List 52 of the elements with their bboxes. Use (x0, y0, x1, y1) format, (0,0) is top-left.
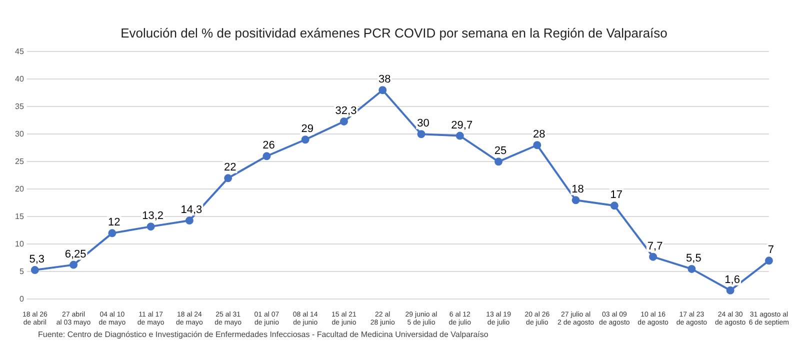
data-label: 17 (610, 189, 623, 202)
point (764, 256, 773, 265)
data-label: 29 (301, 123, 314, 136)
source-note: Fuente: Centro de Diagnóstico e Investigación de Enfermedades Infecciosas - Facultad de Medicina Universidad de Valparaíso (37, 330, 490, 339)
data-label: 38 (378, 74, 391, 86)
y-tick-label: 25 (14, 156, 24, 166)
point (224, 174, 232, 182)
data-label: 26 (262, 140, 275, 152)
point (610, 202, 618, 210)
point (688, 264, 696, 273)
point (378, 86, 387, 94)
data-label: 13,2 (142, 210, 164, 222)
point (340, 117, 348, 126)
point (456, 132, 464, 140)
y-tick-label: 15 (14, 212, 24, 221)
y-tick-label: 5 (19, 266, 24, 276)
data-label: 6,25 (64, 248, 86, 260)
point (417, 130, 426, 138)
y-tick-label: 20 (14, 184, 24, 194)
y-tick-label: 0 (19, 294, 24, 304)
y-tick-label: 45 (14, 46, 24, 56)
y-tick-label: 35 (14, 102, 24, 111)
data-label: 29,7 (451, 119, 473, 132)
point (108, 229, 116, 238)
data-label: 7 (768, 244, 774, 256)
data-label: 1,6 (724, 274, 740, 286)
point (649, 252, 658, 261)
data-label: 32,3 (335, 105, 357, 118)
data-label: 25 (494, 145, 507, 158)
y-tick-label: 30 (14, 129, 24, 138)
point (494, 158, 503, 166)
data-label: 28 (533, 128, 546, 141)
point (533, 141, 542, 150)
data-label: 12 (108, 216, 120, 229)
point (262, 152, 271, 160)
data-label: 5,3 (29, 254, 45, 266)
point (185, 216, 194, 225)
point (572, 196, 580, 204)
y-tick-label: 10 (14, 239, 24, 248)
data-label: 30 (417, 118, 430, 130)
point (70, 260, 78, 269)
y-tick-label: 40 (14, 74, 24, 84)
data-label: 18 (572, 184, 584, 196)
point (726, 286, 734, 294)
data-label: 7,7 (647, 240, 663, 252)
data-label: 5,5 (686, 252, 702, 264)
data-label: 14,3 (180, 204, 202, 216)
chart-title: Evolución del % de positividad exámenes PCR COVID por semana en la Región de Valparaíso (120, 25, 668, 40)
data-label: 22 (224, 162, 236, 174)
point (301, 136, 310, 144)
point (146, 222, 155, 231)
point (30, 266, 39, 274)
